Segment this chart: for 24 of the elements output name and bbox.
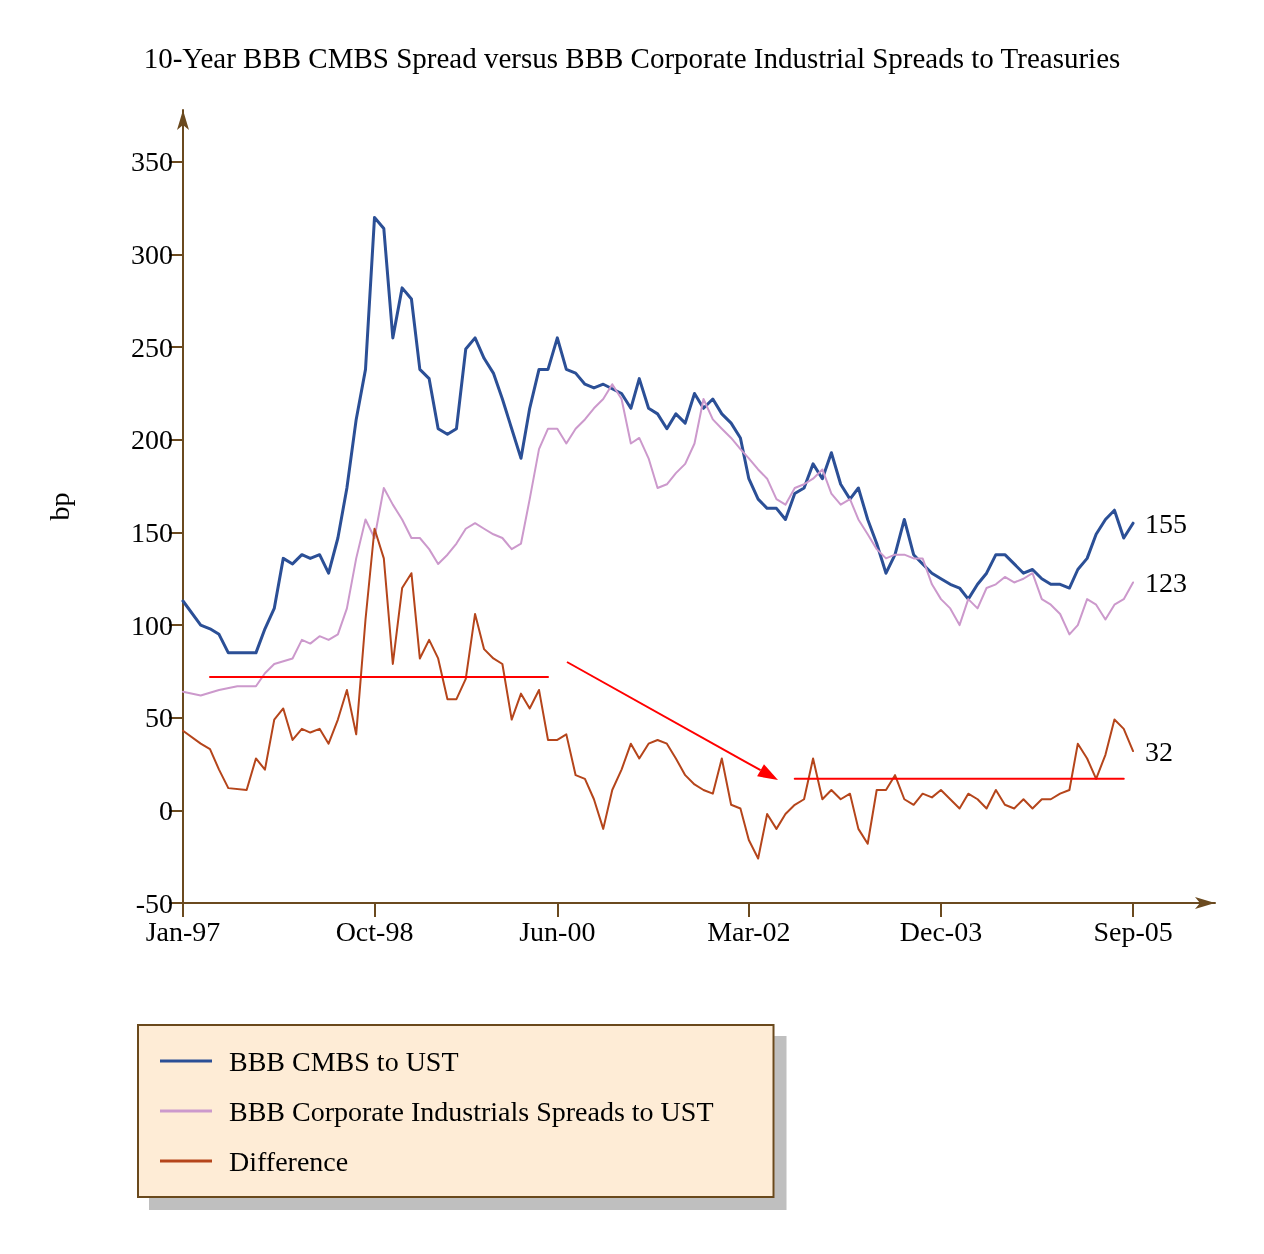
y-tick-label: 250 (131, 331, 173, 363)
legend-label: BBB Corporate Industrials Spreads to UST (229, 1095, 714, 1127)
line-series (182, 527, 1135, 860)
line-series (182, 383, 1135, 697)
y-tick-label: 0 (159, 794, 173, 826)
y-tick-label: 350 (131, 146, 173, 178)
chart-title: 10-Year BBB CMBS Spread versus BBB Corporate Industrial Spreads to Treasuries (143, 41, 1121, 74)
annotation: 155 (1145, 507, 1188, 539)
annotation: 32 (1145, 735, 1174, 767)
x-tick-label: Dec-03 (899, 915, 983, 947)
y-tick-label: 300 (131, 239, 173, 271)
y-tick-label: 150 (131, 516, 173, 548)
y-axis-title: bp (43, 492, 75, 521)
annotation: 123 (1145, 566, 1188, 598)
x-tick-label: Oct-98 (335, 915, 414, 947)
x-tick-label: Mar-02 (707, 915, 791, 947)
y-tick-label: 50 (145, 702, 173, 734)
y-tick-label: 100 (131, 609, 173, 641)
x-tick-label: Jun-00 (519, 915, 596, 947)
legend-label: BBB CMBS to UST (229, 1045, 459, 1077)
y-tick-label: 200 (131, 424, 173, 456)
line-series (181, 215, 1135, 655)
x-tick-label: Sep-05 (1093, 915, 1173, 947)
legend-label: Difference (229, 1145, 349, 1177)
